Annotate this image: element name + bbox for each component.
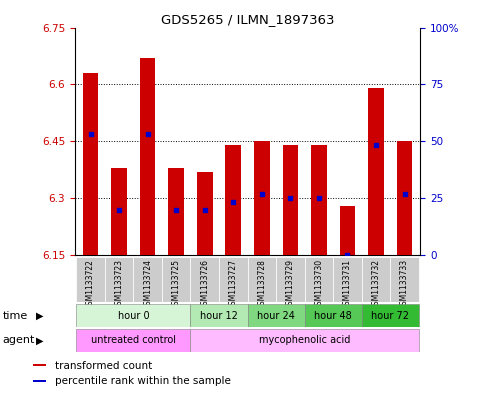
Text: GSM1133730: GSM1133730 <box>314 259 324 310</box>
Bar <box>333 257 362 302</box>
Bar <box>140 58 156 255</box>
Bar <box>362 304 419 327</box>
Text: mycophenolic acid: mycophenolic acid <box>259 335 350 345</box>
Bar <box>254 141 270 255</box>
Bar <box>76 257 105 302</box>
Bar <box>76 304 190 327</box>
Text: hour 12: hour 12 <box>200 310 238 321</box>
Bar <box>190 329 419 352</box>
Bar <box>305 257 333 302</box>
Text: transformed count: transformed count <box>55 360 152 371</box>
Bar <box>83 73 99 255</box>
Text: GSM1133725: GSM1133725 <box>171 259 181 310</box>
Text: agent: agent <box>2 335 35 345</box>
Bar <box>362 257 390 302</box>
Text: hour 0: hour 0 <box>117 310 149 321</box>
Text: GSM1133728: GSM1133728 <box>257 259 266 310</box>
Bar <box>283 145 298 255</box>
Text: GSM1133726: GSM1133726 <box>200 259 209 310</box>
Text: time: time <box>2 310 28 321</box>
Text: hour 48: hour 48 <box>314 310 352 321</box>
Bar <box>311 145 327 255</box>
Text: untreated control: untreated control <box>91 335 176 345</box>
Bar <box>305 304 362 327</box>
Bar <box>133 257 162 302</box>
Bar <box>247 257 276 302</box>
Text: GSM1133729: GSM1133729 <box>286 259 295 310</box>
Bar <box>162 257 190 302</box>
Bar <box>397 141 412 255</box>
Bar <box>33 380 46 382</box>
Text: GSM1133727: GSM1133727 <box>229 259 238 310</box>
Bar <box>190 304 247 327</box>
Text: GSM1133732: GSM1133732 <box>371 259 381 310</box>
Title: GDS5265 / ILMN_1897363: GDS5265 / ILMN_1897363 <box>161 13 334 26</box>
Bar <box>197 172 213 255</box>
Text: GSM1133731: GSM1133731 <box>343 259 352 310</box>
Bar <box>219 257 247 302</box>
Bar <box>105 257 133 302</box>
Bar <box>169 168 184 255</box>
Text: ▶: ▶ <box>36 310 44 321</box>
Bar <box>368 88 384 255</box>
Text: GSM1133723: GSM1133723 <box>114 259 124 310</box>
Bar <box>340 206 355 255</box>
Bar <box>276 257 305 302</box>
Bar <box>76 329 190 352</box>
Text: hour 24: hour 24 <box>257 310 295 321</box>
Bar <box>390 257 419 302</box>
Bar <box>33 364 46 366</box>
Text: GSM1133733: GSM1133733 <box>400 259 409 310</box>
Text: percentile rank within the sample: percentile rank within the sample <box>55 376 230 386</box>
Text: GSM1133722: GSM1133722 <box>86 259 95 310</box>
Bar <box>247 304 305 327</box>
Text: GSM1133724: GSM1133724 <box>143 259 152 310</box>
Bar <box>111 168 127 255</box>
Text: hour 72: hour 72 <box>371 310 409 321</box>
Text: ▶: ▶ <box>36 335 44 345</box>
Bar <box>226 145 241 255</box>
Bar <box>190 257 219 302</box>
